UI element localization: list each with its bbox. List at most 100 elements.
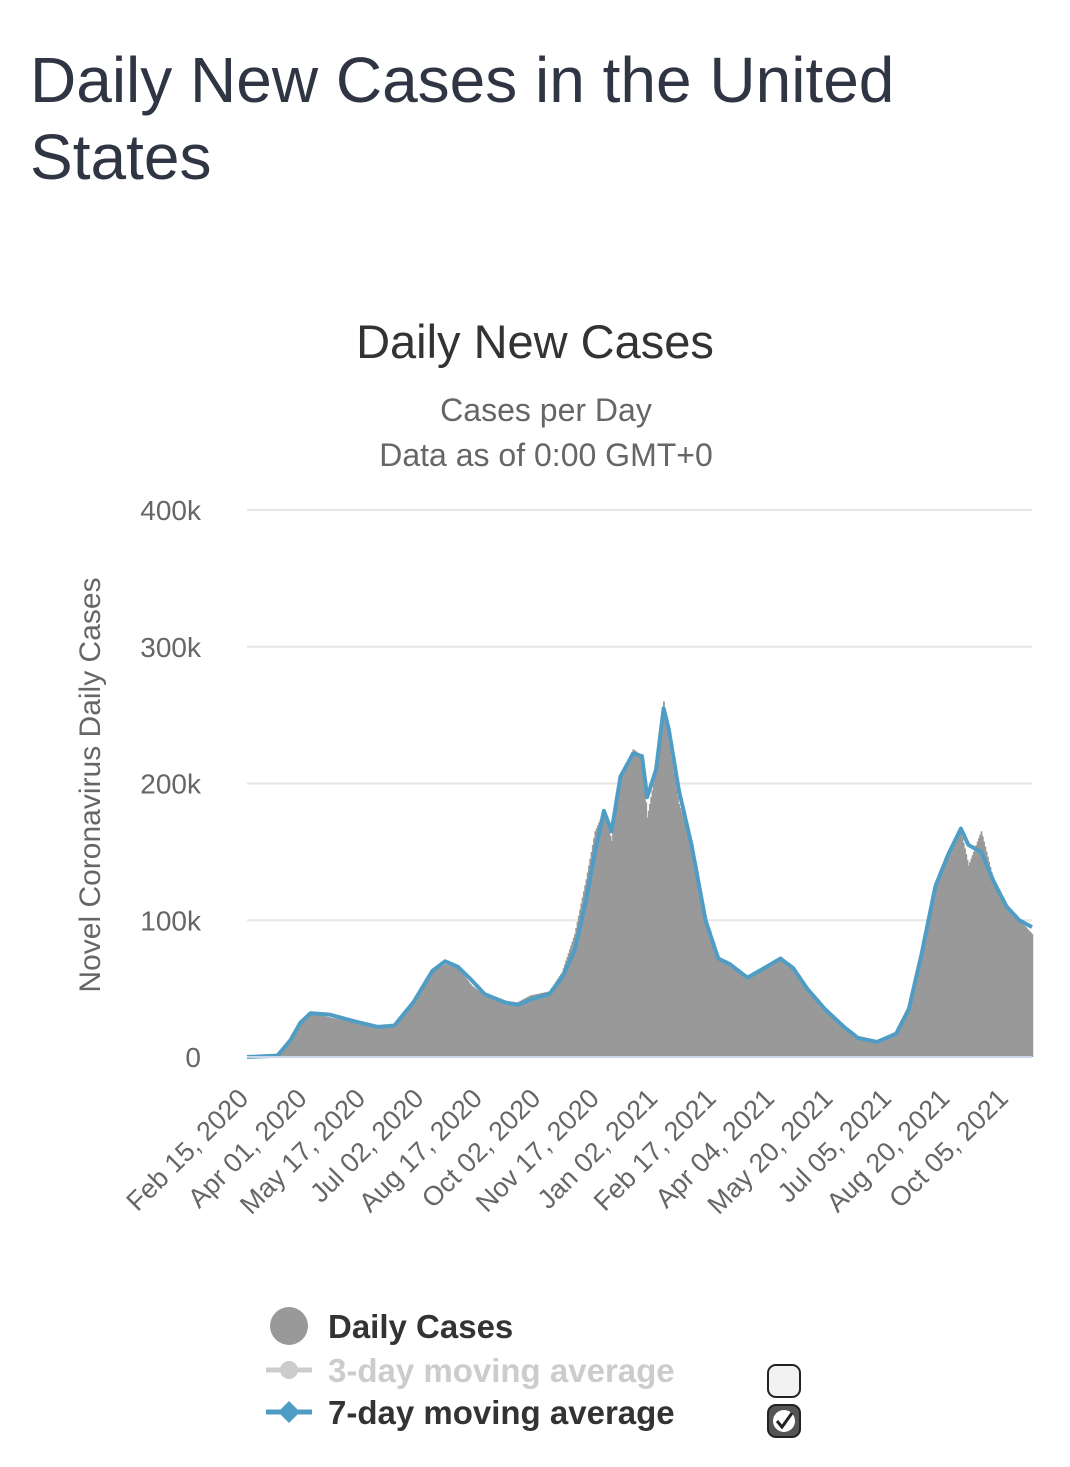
daily-case-bar — [528, 996, 531, 1057]
legend-checkbox-3-day-average[interactable] — [767, 1364, 801, 1398]
daily-case-bar — [675, 788, 678, 1057]
daily-case-bar — [394, 1025, 397, 1057]
daily-case-bar — [577, 915, 580, 1057]
seven-day-average-line — [246, 706, 1033, 1059]
daily-case-bar — [336, 1018, 339, 1057]
daily-case-bar — [971, 855, 974, 1057]
daily-case-bar — [476, 989, 479, 1057]
daily-case-bar — [322, 1015, 325, 1057]
daily-case-bar — [682, 816, 684, 1057]
daily-case-bar — [707, 927, 710, 1057]
daily-case-bar — [411, 1003, 414, 1057]
daily-case-bar — [287, 1043, 289, 1057]
daily-case-bar — [995, 886, 998, 1057]
daily-case-bar — [1002, 899, 1005, 1057]
daily-case-bar — [647, 810, 650, 1057]
daily-case-bar — [373, 1027, 376, 1057]
daily-case-bar — [361, 1024, 364, 1057]
legend-line-circle-icon — [266, 1361, 312, 1379]
daily-case-bar — [722, 960, 725, 1057]
daily-case-bar — [909, 1003, 912, 1057]
daily-case-bar — [735, 968, 738, 1057]
daily-case-bar — [743, 974, 745, 1057]
daily-case-bar — [556, 979, 559, 1057]
daily-case-bar — [616, 804, 618, 1057]
daily-case-bar — [369, 1026, 372, 1057]
daily-case-bar — [845, 1031, 848, 1057]
daily-case-bar — [913, 987, 916, 1057]
daily-case-bar — [856, 1038, 858, 1057]
daily-case-bar — [972, 851, 975, 1057]
daily-case-bar — [508, 1001, 510, 1057]
daily-case-bar — [283, 1048, 286, 1057]
daily-case-bar — [389, 1027, 392, 1057]
daily-case-bar — [290, 1038, 293, 1057]
daily-case-bar — [567, 953, 570, 1057]
daily-case-bar — [452, 966, 455, 1057]
daily-case-bar — [617, 795, 620, 1057]
daily-case-bar — [859, 1039, 862, 1057]
y-tick-label: 300k — [140, 632, 202, 663]
daily-case-bar — [443, 964, 446, 1057]
daily-case-bar — [356, 1023, 359, 1057]
daily-case-bar — [966, 859, 969, 1057]
daily-case-bar — [425, 982, 428, 1057]
daily-case-bar — [320, 1015, 322, 1057]
daily-case-bar — [906, 1011, 909, 1057]
daily-case-bar — [958, 834, 961, 1057]
daily-case-bar — [645, 802, 648, 1057]
daily-case-bar — [387, 1027, 390, 1057]
daily-case-bar — [632, 749, 635, 1057]
daily-case-bar — [831, 1017, 834, 1057]
daily-case-bar — [311, 1013, 314, 1057]
daily-case-bar — [1023, 925, 1026, 1057]
daily-case-bar — [800, 979, 803, 1057]
daily-case-bar — [284, 1046, 287, 1057]
daily-case-bar — [698, 886, 701, 1057]
daily-case-bar — [328, 1017, 331, 1057]
daily-case-bar — [1027, 929, 1030, 1057]
daily-case-bar — [591, 845, 594, 1057]
daily-case-bar — [529, 995, 532, 1057]
daily-case-bar — [680, 812, 683, 1057]
daily-case-bar — [579, 909, 582, 1057]
daily-case-bar — [754, 973, 757, 1057]
daily-case-bar — [335, 1018, 338, 1057]
legend-item-7-day-average[interactable]: 7-day moving average — [260, 1392, 820, 1438]
daily-case-bar — [445, 964, 448, 1057]
daily-case-bar — [511, 1001, 514, 1057]
daily-case-bar — [715, 950, 717, 1057]
daily-case-bar — [610, 840, 613, 1057]
legend-item-daily-cases[interactable]: Daily Cases — [260, 1306, 820, 1346]
daily-case-bar — [589, 858, 592, 1057]
daily-case-bar — [734, 967, 737, 1057]
daily-case-bar — [609, 835, 612, 1057]
daily-case-bar — [289, 1040, 292, 1057]
daily-case-bar — [486, 996, 489, 1057]
daily-case-bar — [490, 997, 493, 1057]
daily-case-bar — [703, 913, 706, 1057]
legend-item-3-day-average[interactable]: 3-day moving average — [260, 1350, 820, 1398]
daily-case-bar — [494, 998, 496, 1057]
daily-case-bar — [749, 976, 752, 1057]
daily-case-bar — [731, 965, 734, 1057]
daily-case-bar — [410, 1005, 413, 1057]
legend-checkbox-7-day-average[interactable] — [767, 1404, 801, 1438]
daily-case-bar — [462, 974, 465, 1057]
daily-case-bar — [288, 1042, 291, 1057]
daily-case-bar — [346, 1021, 349, 1057]
daily-case-bar — [444, 964, 447, 1057]
daily-case-bar — [575, 927, 578, 1057]
daily-case-bar — [999, 894, 1002, 1057]
daily-case-bar — [842, 1028, 844, 1057]
daily-case-bar — [739, 971, 742, 1057]
daily-case-bar — [447, 964, 449, 1057]
daily-case-bar — [751, 974, 754, 1057]
daily-case-bar — [594, 831, 597, 1057]
daily-case-bar — [557, 977, 560, 1057]
daily-case-bar — [467, 981, 470, 1057]
daily-case-bar — [843, 1029, 846, 1057]
daily-case-bar — [839, 1025, 842, 1057]
daily-case-bar — [769, 964, 772, 1057]
daily-case-bar — [821, 1006, 824, 1057]
